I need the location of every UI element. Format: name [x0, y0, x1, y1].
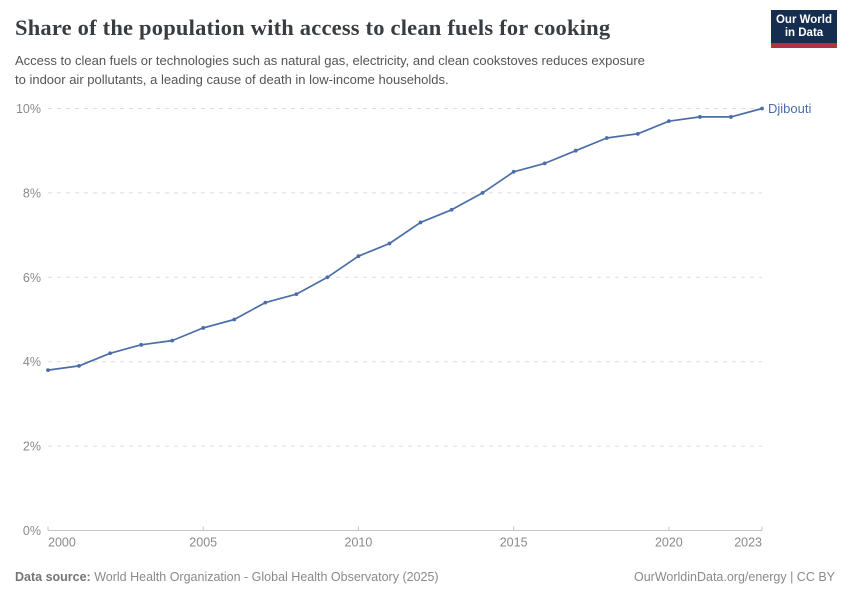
data-point[interactable]	[449, 207, 454, 212]
data-point[interactable]	[170, 338, 175, 343]
data-point[interactable]	[294, 292, 299, 297]
data-point[interactable]	[573, 148, 578, 153]
x-tick-label: 2015	[500, 536, 528, 550]
data-point[interactable]	[666, 119, 671, 124]
data-point[interactable]	[77, 364, 81, 368]
data-point[interactable]	[263, 300, 268, 305]
series-label-djibouti: Djibouti	[768, 101, 811, 116]
subtitle-line-2: to indoor air pollutants, a leading caus…	[15, 72, 449, 87]
x-tick-label: 2005	[189, 536, 217, 550]
data-point[interactable]	[46, 368, 50, 373]
data-line-djibouti[interactable]	[47, 107, 763, 371]
data-point[interactable]	[201, 326, 206, 330]
y-tick-label: 4%	[23, 355, 41, 369]
data-source-label: Data source:	[15, 570, 91, 584]
page-title: Share of the population with access to c…	[15, 15, 611, 40]
x-tick-label: 2023	[734, 536, 762, 550]
data-point[interactable]	[760, 106, 764, 111]
y-tick-label: 8%	[23, 186, 41, 200]
data-point[interactable]	[232, 317, 237, 322]
owid-logo[interactable]: Our World in Data	[771, 10, 837, 48]
y-tick-label: 2%	[23, 440, 41, 454]
chart-subtitle: Access to clean fuels or technologies su…	[15, 51, 755, 89]
subtitle-line-1: Access to clean fuels or technologies su…	[15, 53, 645, 68]
chart-footer: Data source: World Health Organization -…	[15, 570, 835, 584]
data-point[interactable]	[480, 191, 485, 195]
data-point[interactable]	[729, 115, 733, 119]
data-point[interactable]	[418, 220, 423, 225]
data-point[interactable]	[511, 169, 516, 174]
data-point[interactable]	[542, 161, 547, 166]
data-source-value: World Health Organization - Global Healt…	[90, 570, 439, 584]
y-tick-label: 0%	[23, 524, 41, 538]
data-source-note: Data source: World Health Organization -…	[15, 570, 439, 584]
y-tick-label: 10%	[16, 102, 41, 116]
data-point[interactable]	[139, 342, 144, 347]
x-tick-label: 2000	[48, 536, 76, 550]
data-point[interactable]	[108, 351, 112, 356]
owid-logo-line1: Our World	[775, 13, 832, 26]
data-point[interactable]	[356, 254, 361, 259]
owid-license-link[interactable]: OurWorldinData.org/energy | CC BY	[633, 570, 835, 584]
data-point[interactable]	[604, 136, 609, 140]
x-tick-label: 2020	[655, 536, 683, 550]
data-point[interactable]	[325, 275, 330, 280]
y-tick-label: 6%	[23, 271, 41, 285]
data-point[interactable]	[698, 115, 702, 119]
data-point[interactable]	[635, 131, 640, 136]
x-tick-label: 2010	[345, 536, 373, 550]
owid-logo-line2: in Data	[784, 26, 824, 39]
data-point[interactable]	[387, 241, 392, 246]
